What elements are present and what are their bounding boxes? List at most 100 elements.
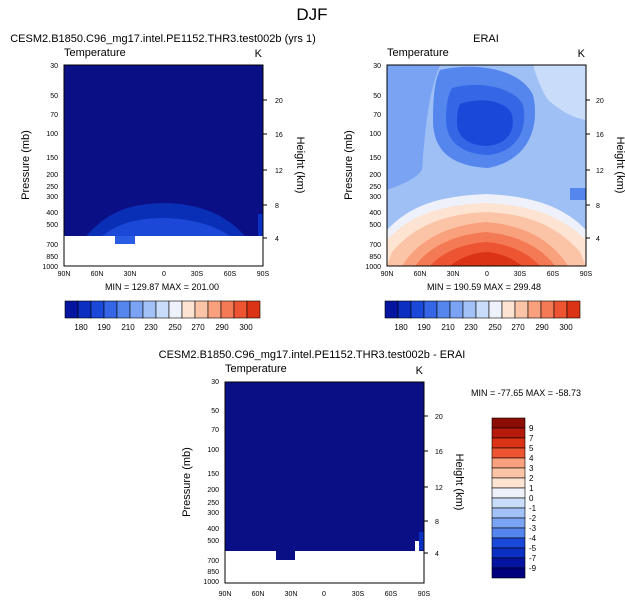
x-tick-label: 0 xyxy=(322,591,326,598)
colorbar-label: -5 xyxy=(529,544,537,553)
colorbar-swatch xyxy=(194,300,209,319)
colorbar-swatch xyxy=(397,300,412,319)
panel-model-title: CESM2.B1850.C96_mg17.intel.PE1152.THR3.t… xyxy=(10,33,316,45)
colorbar-swatch xyxy=(491,497,526,509)
y-tick-label: 500 xyxy=(46,222,58,229)
panel-diff-title: CESM2.B1850.C96_mg17.intel.PE1152.THR3.t… xyxy=(159,349,466,361)
colorbar-label: 190 xyxy=(97,323,111,332)
panel-obs-colorbar xyxy=(384,300,581,319)
colorbar-label: -9 xyxy=(529,564,537,573)
y-tick-label: 30 xyxy=(50,63,58,70)
panel-diff-plot-background xyxy=(225,382,424,583)
x-tick-label: 30N xyxy=(124,271,137,278)
panel-diff-missing-surface xyxy=(225,541,424,583)
y-tick-label: 300 xyxy=(369,194,381,201)
x-tick-label: 60N xyxy=(414,271,427,278)
colorbar-label: 0 xyxy=(529,494,534,503)
panel-model-ylabel-right: Height (km) xyxy=(294,137,306,194)
colorbar-swatch xyxy=(384,300,399,319)
panel-diff-variable: Temperature xyxy=(225,363,287,375)
panel-model-contour-low xyxy=(102,218,230,236)
y-tick-label: 700 xyxy=(207,558,219,565)
x-tick-label: 90N xyxy=(219,591,232,598)
colorbar-label: 270 xyxy=(511,323,525,332)
panel-obs: ERAI Temperature K 30 50 70 100 150 200 … xyxy=(343,33,625,332)
colorbar-swatch xyxy=(553,300,568,319)
height-tick-label: 16 xyxy=(596,132,604,139)
colorbar-swatch xyxy=(566,300,581,319)
colorbar-label: -2 xyxy=(529,514,537,523)
colorbar-label: 270 xyxy=(191,323,205,332)
y-tick-label: 700 xyxy=(369,242,381,249)
y-tick-label: 100 xyxy=(369,131,381,138)
panel-obs-ylabel-right: Height (km) xyxy=(614,137,625,194)
colorbar-label: 5 xyxy=(529,444,534,453)
y-tick-label: 850 xyxy=(369,254,381,261)
colorbar-label: 210 xyxy=(441,323,455,332)
colorbar-swatch xyxy=(491,557,526,569)
panel-model-plot-frame xyxy=(63,64,264,267)
colorbar-swatch xyxy=(449,300,464,319)
height-tick-label: 16 xyxy=(435,449,443,456)
panel-obs-ylabel: Pressure (mb) xyxy=(343,130,355,200)
colorbar-swatch xyxy=(491,437,526,449)
colorbar-swatch xyxy=(142,300,157,319)
y-tick-label: 200 xyxy=(46,172,58,179)
panel-obs-strat-north xyxy=(387,65,440,190)
colorbar-label: 190 xyxy=(417,323,431,332)
y-tick-label: 70 xyxy=(50,112,58,119)
colorbar-label: 9 xyxy=(529,424,534,433)
height-tick-label: 8 xyxy=(275,203,279,210)
x-tick-label: 30S xyxy=(352,591,365,598)
y-tick-label: 200 xyxy=(369,172,381,179)
y-tick-label: 150 xyxy=(369,155,381,162)
y-tick-label: 1000 xyxy=(203,579,219,586)
colorbar-label: 7 xyxy=(529,434,534,443)
height-tick-label: 16 xyxy=(275,132,283,139)
colorbar-swatch xyxy=(491,537,526,549)
panel-model-y-axis: 30 50 70 100 150 200 250 300 400 500 700… xyxy=(42,63,58,271)
y-tick-label: 70 xyxy=(373,112,381,119)
panel-diff-minmax: MIN = -77.65 MAX = -58.73 xyxy=(471,388,581,398)
x-tick-label: 60S xyxy=(547,271,560,278)
colorbar-swatch xyxy=(491,457,526,469)
y-tick-label: 100 xyxy=(46,131,58,138)
y-tick-label: 500 xyxy=(207,538,219,545)
panel-model-minmax: MIN = 129.87 MAX = 201.00 xyxy=(105,282,219,292)
panel-diff-units: K xyxy=(416,365,424,377)
colorbar-swatch xyxy=(462,300,477,319)
colorbar-swatch xyxy=(491,447,526,459)
colorbar-swatch xyxy=(514,300,529,319)
colorbar-swatch xyxy=(491,567,526,579)
y-tick-label: 700 xyxy=(46,242,58,249)
colorbar-swatch xyxy=(436,300,451,319)
panel-diff-y-axis: 30 50 70 100 150 200 250 300 400 500 700… xyxy=(203,379,219,586)
y-tick-label: 400 xyxy=(207,526,219,533)
height-tick-label: 4 xyxy=(435,551,439,558)
colorbar-swatch xyxy=(168,300,183,319)
height-tick-label: 12 xyxy=(275,168,283,175)
y-tick-label: 100 xyxy=(207,447,219,454)
y-tick-label: 1000 xyxy=(42,264,58,271)
panel-model-x-axis: 90N 60N 30N 0 30S 60S 90S xyxy=(58,271,270,278)
panel-diff-x-axis: 90N 60N 30N 0 30S 60S 90S xyxy=(219,591,431,598)
colorbar-swatch xyxy=(501,300,516,319)
colorbar-label: 290 xyxy=(535,323,549,332)
panel-obs-plot-frame xyxy=(386,64,587,267)
colorbar-swatch xyxy=(181,300,196,319)
colorbar-swatch xyxy=(540,300,555,319)
panel-model-contour-southedge xyxy=(258,214,263,236)
panel-obs-south-cold xyxy=(570,188,586,200)
panel-diff-ylabel: Pressure (mb) xyxy=(181,447,193,517)
panel-obs-strat-core xyxy=(457,100,513,146)
colorbar-swatch xyxy=(129,300,144,319)
x-tick-label: 60N xyxy=(252,591,265,598)
y-tick-label: 250 xyxy=(207,500,219,507)
colorbar-swatch xyxy=(64,300,79,319)
colorbar-swatch xyxy=(220,300,235,319)
panel-model-missing-surface xyxy=(64,236,263,266)
height-tick-label: 4 xyxy=(596,236,600,243)
colorbar-swatch xyxy=(491,477,526,489)
colorbar-swatch xyxy=(410,300,425,319)
